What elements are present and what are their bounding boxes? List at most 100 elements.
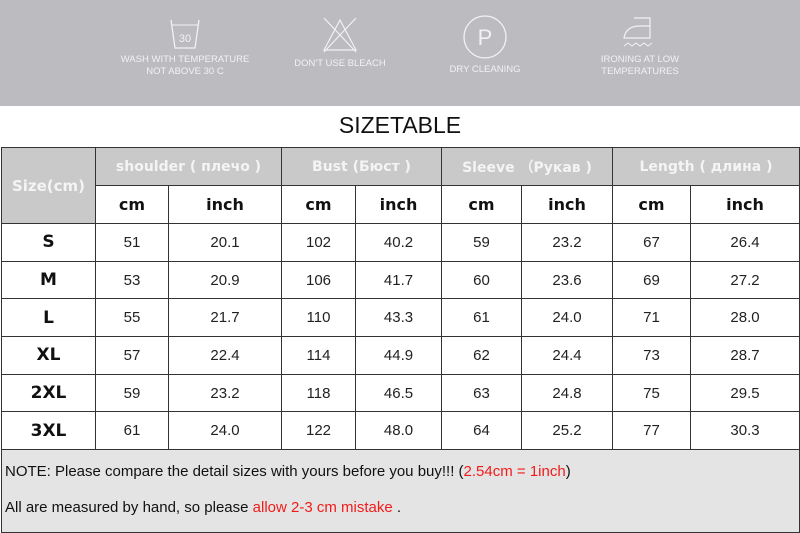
size-label: 2XL [1, 373, 96, 413]
size-label: 3XL [1, 411, 96, 451]
svg-text:P: P [478, 25, 493, 50]
table-row: S 51 20.1 102 40.2 59 23.2 67 26.4 [1, 223, 800, 262]
unit-header-cm: cm [441, 185, 522, 224]
size-label: XL [1, 336, 96, 375]
table-cell: 23.2 [521, 223, 613, 262]
group-header-sleeve: Sleeve （Рукав ) [441, 147, 613, 186]
note-text: ) [565, 463, 571, 481]
table-cell: 75 [612, 373, 691, 413]
table-row: 3XL 61 24.0 122 48.0 64 25.2 77 30.3 [1, 411, 800, 451]
table-cell: 61 [441, 298, 522, 338]
size-label: M [1, 260, 96, 300]
table-cell: 30.3 [689, 411, 800, 451]
care-bleach: DON'T USE BLEACH [280, 14, 400, 70]
page-title: SIZETABLE [338, 112, 462, 138]
table-cell: 43.3 [355, 298, 442, 338]
unit-header-cm: cm [95, 185, 169, 224]
care-text: TEMPERATURES [601, 66, 679, 77]
conversion-note: 2.54cm = 1inch [463, 463, 566, 481]
table-cell: 110 [281, 298, 356, 338]
size-table: Size(cm) shoulder ( плечо ) Bust (Бюст )… [0, 147, 800, 533]
unit-header-inch: inch [689, 185, 800, 224]
size-header: Size(cm) [1, 147, 96, 224]
dry-clean-icon: P [463, 15, 507, 59]
tolerance-note: allow 2-3 cm mistake [252, 499, 393, 517]
table-cell: 102 [281, 223, 356, 262]
note-line-2: All are measured by hand, so please allo… [5, 490, 796, 526]
table-row: XL 57 22.4 114 44.9 62 24.4 73 28.7 [1, 336, 800, 375]
group-header-bust: Bust (Бюст ) [281, 147, 442, 186]
table-cell: 51 [95, 223, 169, 262]
table-cell: 59 [441, 223, 522, 262]
unit-row: cm inch cm inch cm inch cm inch [2, 185, 800, 224]
table-cell: 48.0 [355, 411, 442, 451]
notes: NOTE: Please compare the detail sizes wi… [0, 449, 800, 533]
table-cell: 28.0 [689, 298, 800, 338]
table-cell: 26.4 [689, 223, 800, 262]
table-cell: 24.8 [521, 373, 613, 413]
table-cell: 46.5 [355, 373, 442, 413]
table-cell: 44.9 [355, 336, 442, 375]
table-cell: 63 [441, 373, 522, 413]
iron-low-icon [623, 17, 653, 47]
table-cell: 77 [612, 411, 691, 451]
table-cell: 24.4 [521, 336, 613, 375]
table-cell: 23.2 [168, 373, 282, 413]
size-label: S [1, 223, 96, 262]
table-row: L 55 21.7 110 43.3 61 24.0 71 28.0 [1, 298, 800, 338]
table-cell: 40.2 [355, 223, 442, 262]
wash-30-icon: 30 [170, 19, 200, 49]
table-cell: 53 [95, 260, 169, 300]
care-instructions-banner: 30 WASH WITH TEMPERATURE NOT ABOVE 30 C … [0, 0, 800, 106]
table-cell: 122 [281, 411, 356, 451]
table-cell: 106 [281, 260, 356, 300]
care-text: IRONING AT LOW [600, 54, 680, 65]
table-cell: 71 [612, 298, 691, 338]
care-text: NOT ABOVE 30 C [146, 66, 224, 77]
table-cell: 60 [441, 260, 522, 300]
table-cell: 69 [612, 260, 691, 300]
table-cell: 23.6 [521, 260, 613, 300]
unit-header-cm: cm [612, 185, 691, 224]
table-cell: 21.7 [168, 298, 282, 338]
no-bleach-icon [323, 17, 357, 53]
table-cell: 114 [281, 336, 356, 375]
table-cell: 25.2 [521, 411, 613, 451]
note-text: All are measured by hand, so please [5, 499, 253, 517]
unit-header-cm: cm [281, 185, 356, 224]
table-cell: 62 [441, 336, 522, 375]
table-cell: 55 [95, 298, 169, 338]
table-cell: 28.7 [689, 336, 800, 375]
care-text: DRY CLEANING [449, 64, 521, 75]
table-cell: 118 [281, 373, 356, 413]
table-cell: 59 [95, 373, 169, 413]
group-header-shoulder: shoulder ( плечо ) [95, 147, 282, 186]
table-cell: 20.9 [168, 260, 282, 300]
table-cell: 27.2 [689, 260, 800, 300]
unit-header-inch: inch [168, 185, 282, 224]
group-header-length: Length ( длина ) [611, 147, 800, 186]
table-cell: 29.5 [689, 373, 800, 413]
note-line-1: NOTE: Please compare the detail sizes wi… [5, 454, 796, 490]
unit-header-inch: inch [355, 185, 442, 224]
table-cell: 61 [95, 411, 169, 451]
table-cell: 67 [612, 223, 691, 262]
note-text: . [392, 499, 402, 517]
note-text: NOTE: Please compare the detail sizes wi… [5, 463, 464, 481]
care-wash: 30 WASH WITH TEMPERATURE NOT ABOVE 30 C [110, 14, 260, 78]
care-text: DON'T USE BLEACH [294, 58, 386, 69]
table-cell: 64 [441, 411, 522, 451]
table-cell: 24.0 [521, 298, 613, 338]
table-cell: 20.1 [168, 223, 282, 262]
care-iron: IRONING AT LOW TEMPERATURES [580, 14, 700, 78]
care-text: WASH WITH TEMPERATURE [120, 54, 250, 65]
size-label: L [1, 298, 96, 338]
care-dry-clean: P DRY CLEANING [430, 14, 540, 76]
table-row: M 53 20.9 106 41.7 60 23.6 69 27.2 [1, 260, 800, 300]
unit-header-inch: inch [521, 185, 613, 224]
svg-text:30: 30 [179, 33, 191, 45]
table-row: 2XL 59 23.2 118 46.5 63 24.8 75 29.5 [1, 373, 800, 413]
table-cell: 22.4 [168, 336, 282, 375]
table-cell: 24.0 [168, 411, 282, 451]
table-cell: 73 [612, 336, 691, 375]
